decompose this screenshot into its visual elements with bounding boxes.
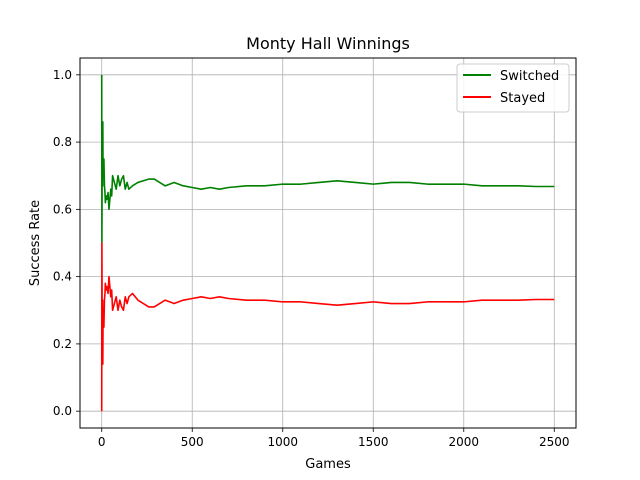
y-tick-label: 0.6: [53, 202, 72, 216]
legend-label-stayed: Stayed: [500, 91, 545, 106]
legend-label-switched: Switched: [500, 69, 559, 84]
grid-lines: [80, 58, 576, 428]
data-lines: [100, 74, 555, 412]
x-tick-label: 2500: [539, 435, 570, 449]
x-tick-label: 1500: [358, 435, 389, 449]
legend: Switched Stayed: [456, 63, 570, 113]
chart-title: Monty Hall Winnings: [246, 34, 410, 53]
y-axis-label: Success Rate: [28, 200, 43, 286]
series-line-stayed: [100, 242, 555, 412]
y-tick-label: 1.0: [53, 68, 72, 82]
x-tick-label: 2000: [448, 435, 479, 449]
axis-ticks: 0 500 1000 1500 2000 2500 0.0 0.2 0.4 0.6 0.8 1.0: [53, 68, 570, 449]
x-tick-label: 0: [98, 435, 106, 449]
y-tick-label: 0.2: [53, 337, 72, 351]
y-tick-label: 0.8: [53, 135, 72, 149]
series-line-switched: [100, 74, 555, 244]
y-tick-label: 0.0: [53, 404, 72, 418]
x-axis-label: Games: [305, 457, 351, 472]
x-tick-label: 1000: [267, 435, 298, 449]
x-tick-label: 500: [181, 435, 204, 449]
y-tick-label: 0.4: [53, 270, 72, 284]
plot-frame: [79, 57, 577, 429]
